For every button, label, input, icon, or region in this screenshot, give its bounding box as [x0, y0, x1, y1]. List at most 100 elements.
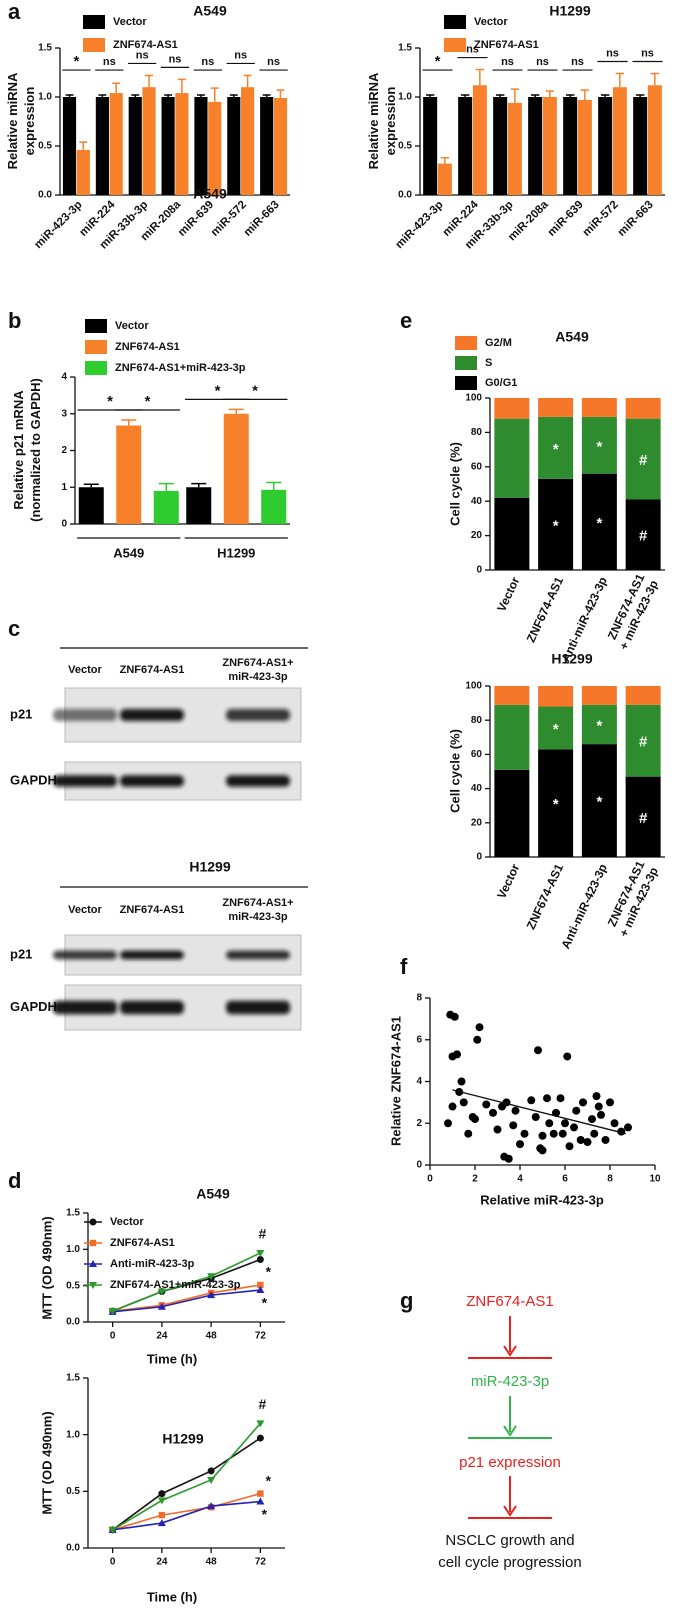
row-label: GAPDH	[10, 999, 57, 1014]
chart-title: A549	[193, 3, 227, 19]
error-bar	[600, 94, 610, 97]
legend-label: Vector	[474, 16, 508, 28]
y-tick-label: 0	[416, 1160, 422, 1171]
y-axis-label-line: Relative ZNF674-AS1	[388, 1016, 403, 1146]
series-line	[112, 1422, 261, 1531]
point	[597, 1110, 605, 1119]
significance-label: ns	[641, 47, 654, 59]
bar-segment	[538, 686, 574, 707]
point	[610, 1119, 619, 1128]
marker	[256, 1434, 264, 1442]
point	[534, 1046, 542, 1055]
bar	[458, 97, 473, 195]
chart: 0 1 2 3 4 Relative p21 mRNA (normalized to GAP…	[11, 319, 290, 560]
bar-segment	[625, 776, 661, 857]
blot-title: H1299	[189, 859, 230, 875]
error-bar	[650, 72, 660, 86]
legend-label: Vector	[113, 16, 147, 28]
y-tick-label: 1.0	[66, 1429, 80, 1440]
legend-swatch	[455, 336, 477, 350]
marker	[157, 1302, 166, 1310]
y-tick-label: 0	[61, 519, 67, 530]
y-tick-label: 1.0	[66, 1244, 80, 1255]
series-line	[112, 1500, 261, 1531]
bar	[423, 97, 438, 195]
lane-label: Vector	[68, 904, 102, 916]
point	[594, 1102, 603, 1111]
blot-band	[120, 709, 184, 721]
row-label: p21	[10, 706, 32, 721]
end-mark: *	[266, 1264, 272, 1280]
legend-label: S	[485, 357, 492, 369]
bar	[109, 93, 123, 195]
western-blot: H1299 Vector ZNF674-AS1 ZNF674-AS1+ miR-423-…	[10, 859, 308, 1031]
diagram-node: ZNF674-AS1	[466, 1293, 554, 1310]
marker	[256, 1256, 264, 1264]
bar-segment	[538, 398, 574, 417]
legend-label: ZNF674-AS1	[115, 341, 180, 353]
bar	[542, 97, 557, 195]
lane-label: ZNF674-AS1+	[222, 657, 293, 669]
error-bar	[131, 94, 140, 97]
marker	[256, 1249, 265, 1257]
bar-segment	[494, 686, 530, 705]
point	[588, 1115, 596, 1124]
point	[556, 1094, 565, 1103]
segment-mark: *	[553, 796, 559, 813]
x-tick-label: 24	[156, 1331, 168, 1342]
y-tick-label: 40	[471, 496, 483, 507]
point	[448, 1102, 457, 1111]
x-tick-label: A549	[113, 545, 144, 560]
panel-label: a	[8, 0, 21, 24]
point	[459, 1098, 468, 1107]
bar-segment	[625, 704, 661, 777]
y-tick-label: 4	[416, 1076, 422, 1087]
y-tick-label: 80	[471, 427, 483, 438]
marker	[207, 1273, 216, 1281]
panel-label: b	[8, 308, 21, 333]
blot-band	[53, 775, 117, 787]
significance-label: ns	[501, 56, 514, 68]
error-bar	[243, 74, 252, 88]
y-tick-label: 1.5	[38, 43, 52, 54]
blot-band	[226, 950, 290, 960]
point	[576, 1135, 585, 1144]
bar	[437, 163, 452, 195]
significance-label: ns	[536, 56, 549, 68]
point	[511, 1106, 520, 1115]
bar-segment	[625, 499, 661, 570]
bar-segment	[581, 704, 617, 745]
x-tick-label: 0	[427, 1174, 433, 1185]
panel-label: c	[8, 616, 20, 641]
error-bar	[440, 157, 450, 164]
point	[592, 1092, 601, 1101]
point	[489, 1108, 497, 1117]
legend-label: ZNF674-AS1+miR-423-3p	[110, 1279, 241, 1291]
bar	[62, 97, 77, 195]
y-tick-label: 0.0	[398, 190, 412, 201]
blot-band	[226, 1000, 290, 1015]
bar	[95, 97, 109, 195]
error-bar	[495, 94, 505, 97]
significance-label: ns	[201, 56, 214, 68]
panel-label: d	[8, 1168, 21, 1193]
y-tick-label: 4	[61, 372, 67, 383]
point	[450, 1012, 459, 1021]
marker	[158, 1511, 166, 1519]
point	[579, 1098, 587, 1107]
segment-mark: *	[596, 717, 602, 734]
marker	[256, 1286, 265, 1294]
bar-segment	[538, 706, 574, 750]
bar	[633, 97, 648, 195]
x-tick-label: 0	[110, 1331, 116, 1342]
arrowhead	[503, 1425, 517, 1437]
significance-label: ns	[267, 56, 280, 68]
y-tick-label: 0.5	[38, 141, 52, 152]
y-tick-label: 1.5	[66, 1208, 80, 1219]
bar	[227, 97, 241, 195]
significance-label: ns	[571, 56, 584, 68]
significance-label: ns	[103, 56, 116, 68]
point	[538, 1131, 547, 1140]
significance-label: ns	[234, 49, 247, 61]
end-mark: #	[258, 1226, 266, 1242]
